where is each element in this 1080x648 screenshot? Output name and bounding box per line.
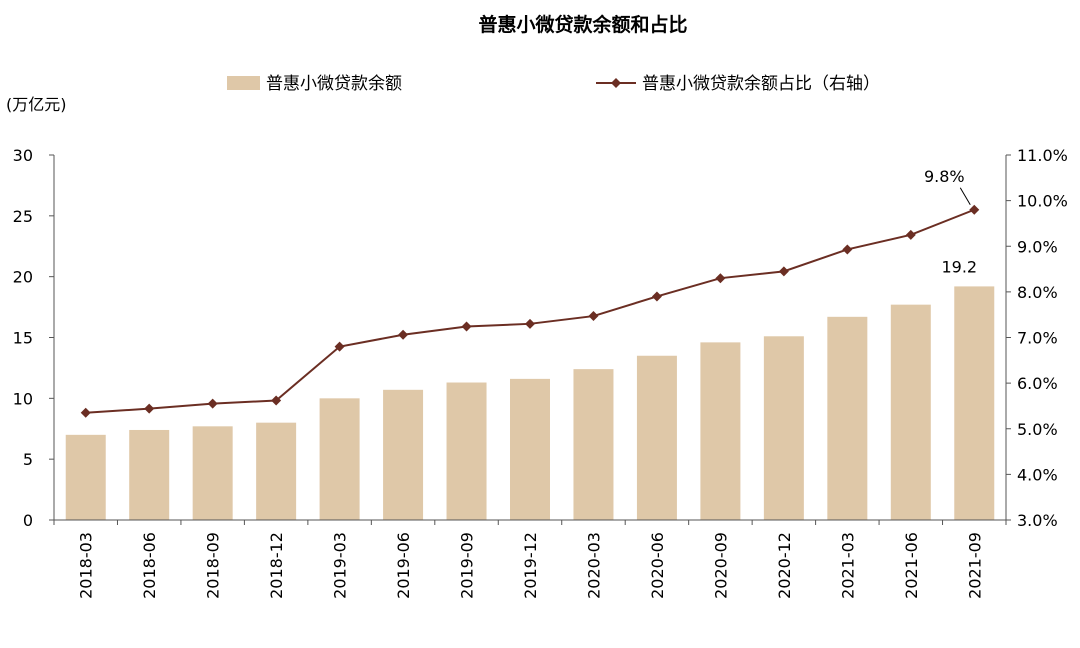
x-tick-label: 2020-12 <box>775 532 794 599</box>
bar <box>192 426 233 520</box>
bar <box>827 316 868 520</box>
plot-area: 0 5 10 15 20 25 30 3.0% 4.0% 5.0% 6.0% 7.0% 8.0% 9.0%… <box>13 146 1068 599</box>
bar <box>700 342 741 520</box>
right-tick-label: 8.0% <box>1017 283 1058 302</box>
line-marker <box>207 398 218 409</box>
left-tick-label: 15 <box>13 329 33 348</box>
x-tick-label: 2021-03 <box>838 532 857 599</box>
line-marker <box>80 407 91 418</box>
chart-title: 普惠小微贷款余额和占比 <box>478 13 687 36</box>
right-tick-label: 4.0% <box>1017 465 1058 484</box>
bar-value-label: 19.2 <box>941 257 977 276</box>
right-tick-label: 7.0% <box>1017 329 1058 348</box>
bar <box>890 304 931 520</box>
x-tick-label: 2021-06 <box>902 532 921 599</box>
bar <box>383 389 424 520</box>
x-tick-label: 2019-09 <box>458 532 477 599</box>
left-tick-label: 0 <box>23 511 33 530</box>
line-marker <box>905 229 916 240</box>
line-marker <box>271 395 282 406</box>
line-marker <box>461 321 472 332</box>
line-marker <box>715 273 726 284</box>
line-value-label: 9.8% <box>924 167 965 186</box>
x-tick-label: 2020-03 <box>584 532 603 599</box>
x-tick-label: 2019-06 <box>394 532 413 599</box>
line-marker <box>588 311 599 322</box>
line-marker <box>651 291 662 302</box>
line-marker <box>842 244 853 255</box>
x-tick-label: 2018-06 <box>140 532 159 599</box>
right-tick-label: 9.0% <box>1017 237 1058 256</box>
bar <box>954 286 995 520</box>
x-tick-label: 2018-09 <box>204 532 223 599</box>
x-tick-label: 2019-03 <box>331 532 350 599</box>
bar <box>256 422 297 520</box>
x-tick-label: 2021-09 <box>965 532 984 599</box>
line-marker <box>778 266 789 277</box>
legend-line-marker <box>611 78 621 88</box>
line-marker <box>398 329 409 340</box>
left-tick-label: 10 <box>13 389 33 408</box>
bar <box>319 398 360 520</box>
x-tick-label: 2020-09 <box>711 532 730 599</box>
left-tick-label: 20 <box>13 268 33 287</box>
right-tick-label: 11.0% <box>1017 146 1068 165</box>
left-axis-unit: (万亿元) <box>6 95 67 114</box>
x-tick-label: 2020-06 <box>648 532 667 599</box>
bar <box>129 429 170 520</box>
right-tick-label: 5.0% <box>1017 420 1058 439</box>
x-tick-label: 2018-03 <box>77 532 96 599</box>
line-marker <box>969 204 980 215</box>
bar <box>65 434 106 520</box>
right-tick-label: 10.0% <box>1017 192 1068 211</box>
legend: 普惠小微贷款余额 普惠小微贷款余额占比（右轴） <box>227 74 880 94</box>
x-tick-label: 2018-12 <box>267 532 286 599</box>
bar <box>446 382 487 520</box>
line-marker <box>525 318 535 329</box>
line-label-leader <box>959 187 971 206</box>
line-marker <box>334 341 345 352</box>
line-marker <box>144 403 155 414</box>
legend-bar-swatch <box>227 76 260 90</box>
bar <box>573 369 614 520</box>
x-tick-label: 2019-12 <box>521 532 540 599</box>
legend-line-label: 普惠小微贷款余额占比（右轴） <box>642 74 880 94</box>
legend-bar-label: 普惠小微贷款余额 <box>266 74 402 94</box>
left-tick-label: 25 <box>13 207 33 226</box>
bar <box>636 355 677 520</box>
left-tick-label: 30 <box>13 146 33 165</box>
bar <box>763 336 804 520</box>
right-tick-label: 3.0% <box>1017 511 1058 530</box>
right-tick-label: 6.0% <box>1017 374 1058 393</box>
left-tick-label: 5 <box>23 450 33 469</box>
bar <box>510 378 550 520</box>
